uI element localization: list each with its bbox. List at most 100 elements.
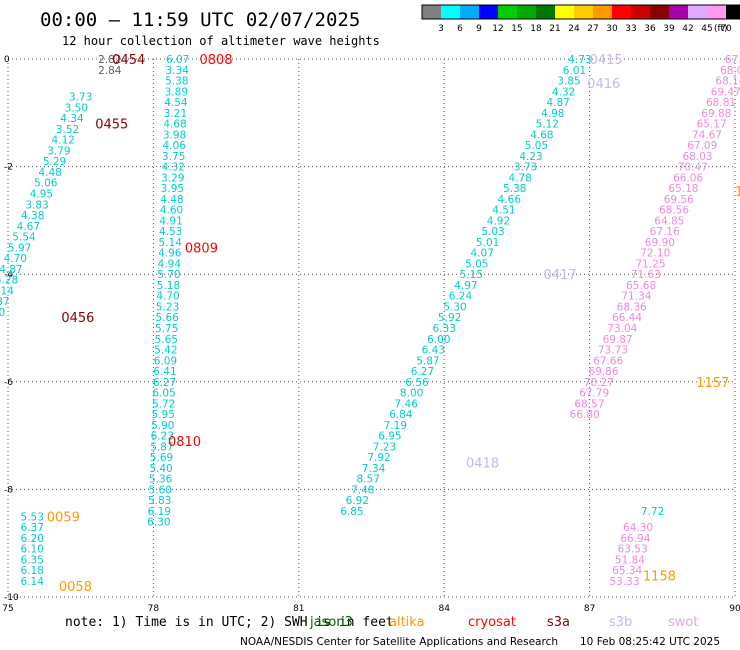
wave-height-point: 65.34 [612,565,642,577]
y-tick-label: -4 [4,270,13,280]
wave-height-point: 5.95 [152,409,175,421]
wave-height-point: 3.73 [69,92,92,104]
legend-swatch [517,5,536,19]
legend-label: 45 [701,24,712,34]
wave-height-point: 68.36 [617,301,647,313]
wave-height-point: 4.73 [568,54,591,66]
wave-height-point: 5.01 [476,237,499,249]
wave-height-point: 7.34 [362,463,386,475]
wave-height-point: 68.56 [659,205,689,217]
wave-height-point: 5.70 [157,269,180,281]
wave-height-point: 3.21 [164,108,187,120]
wave-height-point: 3.50 [65,102,88,114]
time-label: 0417 [544,268,577,283]
wave-height-point: 6.84 [389,409,413,421]
wave-height-point: 4.48 [160,194,183,206]
time-label: 0809 [185,241,218,256]
wave-height-point: 4.53 [159,226,182,238]
y-tick-label: -8 [4,485,13,495]
wave-height-point: 4.68 [530,129,553,141]
wave-height-point: 68.03 [683,151,713,163]
wave-height-point: 2.84 [98,65,122,77]
wave-height-point: 5.90 [151,420,174,432]
wave-height-point: 5.40 [149,463,172,475]
wave-height-point: 6.37 [21,522,44,534]
wave-height-point: 6.05 [152,388,175,400]
y-tick-label: -10 [4,593,19,603]
footer-note: note: 1) Time is in UTC; 2) SWH is in fe… [65,615,394,630]
wave-height-point: 3.52 [56,124,79,136]
wave-height-point: 3.83 [25,199,48,211]
wave-height-point: 4.67 [17,221,40,233]
time-label: 1 [735,185,740,200]
wave-height-point: 6.23 [151,431,174,443]
wave-height-point: 4.95 [30,189,53,201]
legend-swatch [669,5,688,19]
wave-height-point: 6.19 [148,506,171,518]
wave-height-point: 69.47 [711,86,740,98]
wave-height-point: 3.85 [557,76,580,88]
wave-height-point: 67.66 [593,355,623,367]
wave-height-point: 64.85 [654,215,684,227]
wave-height-point: 5.69 [150,452,173,464]
wave-height-point: 5.75 [155,323,178,335]
wave-height-point: 4.91 [159,215,182,227]
wave-height-point: 71.34 [621,291,651,303]
wave-height-point: 67.16 [650,226,680,238]
wave-height-point: 4.06 [162,140,186,152]
time-label: 0415 [590,53,623,68]
wave-height-point: 66.80 [570,409,600,421]
wave-height-point: 4.32 [162,162,185,174]
time-label: 0059 [47,510,80,525]
legend-swatch [650,5,669,19]
wave-height-point: 5.42 [154,345,177,357]
wave-height-point: 67.50 [725,54,740,66]
legend-label: 12 [492,24,503,34]
wave-height-point: 65.17 [697,119,727,131]
legend-label: 24 [568,24,580,34]
wave-height-point: 4.23 [519,151,542,163]
wave-height-point: 68.57 [574,398,604,410]
satellite-label-swot: swot [668,615,698,630]
time-label: 0456 [61,311,94,326]
legend-label: 33 [625,24,636,34]
legend-swatch [422,5,441,19]
wave-height-point: 4.12 [52,135,75,147]
time-label: 0810 [168,435,201,450]
wave-height-point: 4.68 [163,119,186,131]
wave-height-point: 3.29 [161,172,184,184]
wave-height-point: 6.20 [21,533,44,545]
data-points: 2.822.843.733.504.343.524.123.795.294.48… [0,54,740,588]
legend-swatch [574,5,593,19]
credit-text: NOAA/NESDIS Center for Satellite Applica… [240,636,558,648]
wave-height-point: 6.18 [21,565,44,577]
satellite-label-s3a: s3a [547,615,570,630]
wave-height-point: 5.03 [481,226,504,238]
legend-label: 39 [663,24,675,34]
wave-height-point: 5.05 [465,258,488,270]
wave-height-point: 65.68 [626,280,656,292]
legend-swatch [612,5,631,19]
legend-label: 6 [457,24,463,34]
time-label: 1158 [643,569,676,584]
y-tick-label: -2 [4,163,13,173]
wave-height-point: 5.23 [156,301,179,313]
wave-height-point: 4.51 [492,205,515,217]
wave-height-point: 6.85 [340,506,363,518]
wave-height-point: 72.10 [640,248,670,260]
wave-height-point: 4.87 [546,97,569,109]
wave-height-point: 3.34 [166,65,190,77]
x-tick-label: 81 [293,604,304,614]
legend-swatch [498,5,517,19]
wave-height-point: 4.87 [0,264,23,276]
legend-label: 15 [511,24,522,34]
legend-label: 36 [644,24,656,34]
wave-height-point: 6.33 [433,323,456,335]
wave-height-point: 74.67 [692,129,722,141]
legend-swatch [688,5,707,19]
wave-height-point: 5.87 [416,355,439,367]
wave-height-point: 71.25 [635,258,665,270]
wave-height-point: 3.75 [162,151,185,163]
footer: note: 1) Time is in UTC; 2) SWH is in fe… [65,615,720,648]
